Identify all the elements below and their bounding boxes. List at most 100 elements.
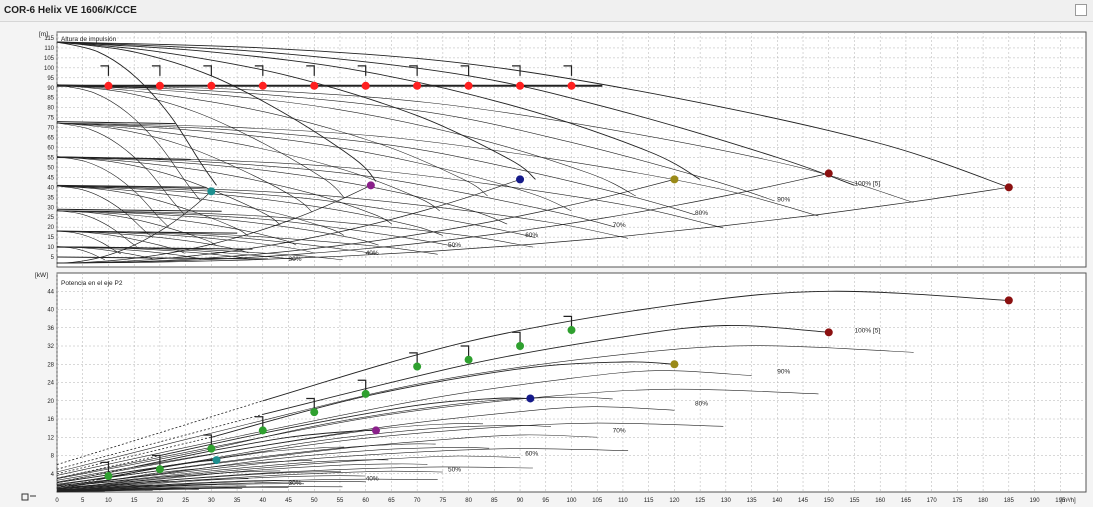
x-tick-label: 35 xyxy=(234,498,241,504)
y-tick-label: 110 xyxy=(44,46,54,52)
speed-label: 50% xyxy=(448,242,461,249)
duty-point-red xyxy=(567,81,576,90)
pump-curve xyxy=(56,41,855,186)
x-tick-label: 30 xyxy=(208,498,215,504)
reduced-speed-curve xyxy=(56,185,443,236)
reduced-speed-curve xyxy=(56,185,629,239)
x-tick-label: 5 xyxy=(81,498,85,504)
control-level-line xyxy=(56,121,176,125)
reduced-power-curve xyxy=(56,478,438,491)
x-tick-label: 80 xyxy=(465,498,472,504)
control-level-line xyxy=(56,256,268,260)
head-marks: 100% [5] 90% 80% 70% 60% 50% 40% 30% xyxy=(100,65,1013,263)
reduced-speed-curve xyxy=(56,230,185,254)
speed-label: 80% xyxy=(695,210,708,217)
y-tick-label: 10 xyxy=(47,245,54,251)
speed-label: 60% xyxy=(525,232,538,239)
y-tick-label: 5 xyxy=(51,255,55,261)
reduced-power-curve xyxy=(56,484,217,492)
speed-label: 40% xyxy=(366,250,379,257)
pump-curve xyxy=(56,41,377,182)
duty-bracket xyxy=(254,65,264,76)
y-tick-label: 44 xyxy=(47,289,54,295)
x-tick-label: 100 xyxy=(566,498,577,504)
reduced-power-curve xyxy=(56,471,342,490)
reduced-speed-curve xyxy=(56,122,819,217)
power-duty-bracket xyxy=(409,352,418,363)
power-duty-point-green xyxy=(104,472,113,481)
reduced-power-curve xyxy=(56,484,153,492)
reduced-power-curve xyxy=(56,388,819,479)
window-title: COR-6 Helix VE 1606/K/CCE xyxy=(4,5,137,16)
duty-point-red xyxy=(413,81,422,90)
reduced-speed-curve xyxy=(56,84,488,197)
y-tick-label: 25 xyxy=(47,215,54,221)
reduced-power-curve xyxy=(56,370,752,476)
end-point xyxy=(366,181,375,190)
duty-bracket xyxy=(460,65,470,76)
power-curve-extrapolation xyxy=(56,414,263,470)
power-duty-point-green xyxy=(464,355,473,364)
control-level-line xyxy=(56,184,207,188)
power-curve xyxy=(159,397,531,456)
speed-label: 100% [5] xyxy=(854,180,880,187)
reduced-speed-curve xyxy=(56,230,377,255)
x-tick-label: 70 xyxy=(414,498,421,504)
power-duty-bracket xyxy=(563,315,573,327)
y-tick-label: 75 xyxy=(47,116,54,122)
power-grid xyxy=(56,273,1086,492)
duty-bracket xyxy=(100,65,110,76)
x-tick-label: 135 xyxy=(747,498,758,504)
reduced-power-curve xyxy=(56,443,436,486)
x-tick-label: 50 xyxy=(311,498,318,504)
duty-bracket xyxy=(203,65,212,76)
y-tick-label: 24 xyxy=(47,381,54,387)
y-tick-label: 8 xyxy=(51,454,55,460)
x-tick-label: 120 xyxy=(669,498,680,504)
end-point xyxy=(207,187,216,196)
reduced-speed-curve xyxy=(56,185,249,237)
pump-curve xyxy=(56,41,536,180)
power-y-axis-label: [kW] xyxy=(35,272,48,279)
power-speed-label: 60% xyxy=(525,451,538,458)
reduced-power-curve xyxy=(56,478,249,491)
system-curve xyxy=(56,179,675,264)
head-y-ticks: 5 10 15 20 25 30 35 40 45 50 55 60 65 70 75 80 85 90 95 100… xyxy=(44,36,55,261)
reduced-power-curve xyxy=(56,490,105,493)
power-duty-point-green xyxy=(155,465,164,474)
reduced-speed-curve xyxy=(56,84,345,198)
x-tick-label: 130 xyxy=(721,498,732,504)
power-curve xyxy=(262,290,1009,402)
power-duty-point-green xyxy=(567,326,576,335)
power-speed-label: 90% xyxy=(777,368,790,375)
y-tick-label: 30 xyxy=(47,205,54,211)
end-point xyxy=(824,169,833,178)
power-curve xyxy=(262,325,829,415)
reduced-power-curve xyxy=(56,480,169,491)
reduced-power-curve xyxy=(56,345,914,473)
close-box-icon[interactable] xyxy=(1075,4,1087,16)
power-panel: 100% [5] 90% 80% 70% 60% 50% 40% 30% Potencia e… xyxy=(35,272,1087,493)
reduced-speed-curve xyxy=(56,84,636,197)
x-tick-label: 45 xyxy=(285,498,292,504)
y-tick-label: 45 xyxy=(47,175,54,181)
power-speed-label: 40% xyxy=(366,476,379,483)
x-tick-label: 125 xyxy=(695,498,706,504)
power-curve-extrapolation xyxy=(56,436,212,475)
duty-point-red xyxy=(207,81,216,90)
x-tick-label: 85 xyxy=(491,498,498,504)
y-tick-label: 60 xyxy=(47,146,54,152)
power-speed-label: 50% xyxy=(448,466,461,473)
power-duty-point-green xyxy=(310,408,319,417)
x-tick-label: 140 xyxy=(772,498,783,504)
power-speed-label: 100% [5] xyxy=(854,327,880,334)
end-point xyxy=(670,175,679,184)
pump-curve xyxy=(56,41,701,180)
x-tick-label: 75 xyxy=(440,498,447,504)
end-point xyxy=(516,175,525,184)
x-tick-label: 110 xyxy=(618,498,628,504)
x-tick-label: 160 xyxy=(875,498,886,504)
system-curve xyxy=(56,179,521,264)
reduced-speed-curve xyxy=(56,122,185,215)
y-tick-label: 70 xyxy=(47,126,54,132)
